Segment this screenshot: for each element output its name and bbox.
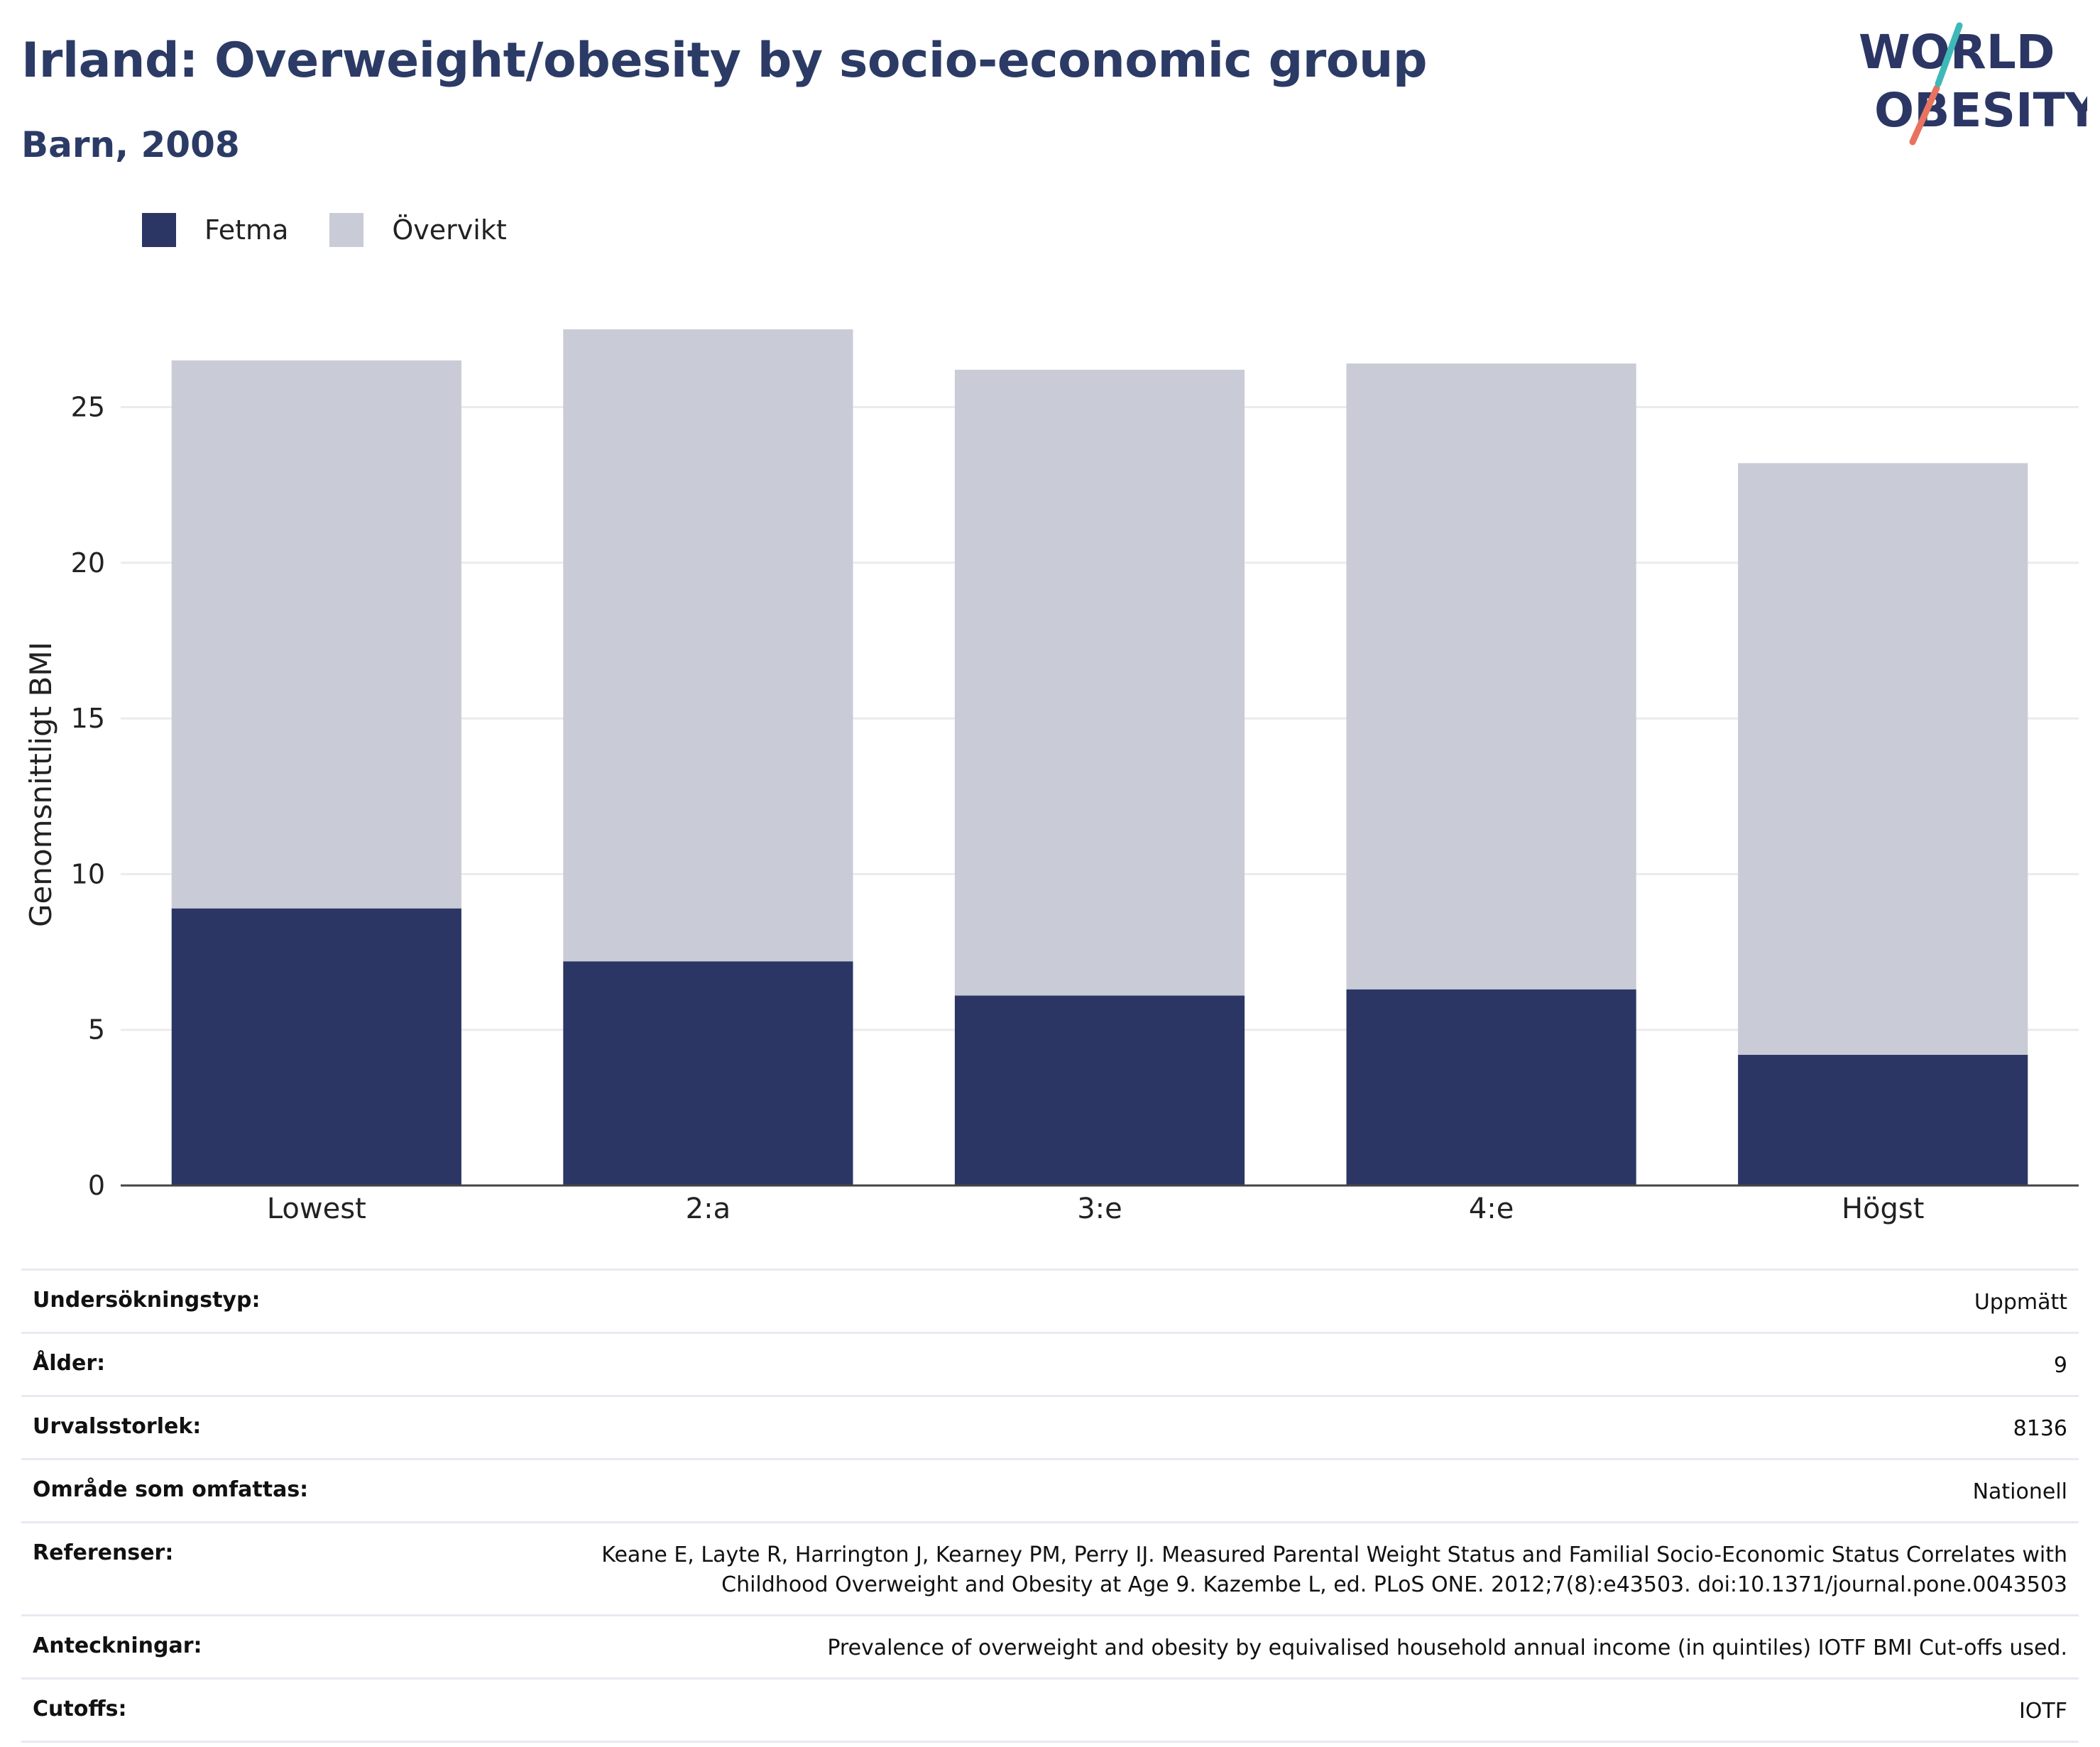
details-key: Cutoffs: bbox=[33, 1697, 127, 1721]
details-value: IOTF bbox=[2018, 1699, 2067, 1724]
bar-fetma bbox=[563, 961, 853, 1185]
details-key: Område som omfattas: bbox=[33, 1477, 309, 1502]
chart-title: Irland: Overweight/obesity by socio-econ… bbox=[21, 33, 1428, 89]
chart-subtitle: Barn, 2008 bbox=[21, 124, 240, 165]
details-row: Referenser: Keane E, Layte R, Harrington … bbox=[21, 1521, 2079, 1614]
details-table: Undersökningstyp: Uppmätt Ålder: 9 Urvalssto… bbox=[21, 1269, 2079, 1743]
details-key: Ålder: bbox=[33, 1351, 106, 1376]
y-tick-label: 20 bbox=[71, 547, 105, 579]
y-tick-label: 15 bbox=[71, 703, 105, 734]
y-tick-label: 5 bbox=[88, 1014, 105, 1046]
world-obesity-logo: WORLD OBESITY bbox=[1853, 20, 2100, 148]
bar-overvikt bbox=[1738, 463, 2028, 1055]
details-key: Referenser: bbox=[33, 1540, 174, 1565]
y-tick-label: 25 bbox=[71, 392, 105, 423]
details-value: Nationell bbox=[1972, 1479, 2067, 1504]
legend-item-overvikt[interactable]: Övervikt bbox=[329, 213, 507, 247]
details-row: Ålder: 9 bbox=[21, 1332, 2079, 1395]
bar-fetma bbox=[1738, 1054, 2028, 1185]
bar-fetma bbox=[171, 908, 461, 1185]
details-row: Cutoffs: IOTF bbox=[21, 1677, 2079, 1743]
bar-overvikt bbox=[1346, 363, 1636, 990]
x-tick-label: 4:e bbox=[1469, 1193, 1514, 1225]
y-axis-title: Genomsnittligt BMI bbox=[23, 642, 58, 927]
details-value: Uppmätt bbox=[1974, 1290, 2067, 1315]
stacked-bar-chart: 0 5 10 15 20 25 Lowest 2:a 3:e 4:e Högst Genomsnitt… bbox=[23, 329, 2079, 1225]
details-key: Urvalsstorlek: bbox=[33, 1414, 202, 1439]
legend-swatch-fetma bbox=[142, 213, 176, 247]
details-row: Anteckningar: Prevalence of overweight an… bbox=[21, 1614, 2079, 1677]
x-tick-label: 3:e bbox=[1077, 1193, 1122, 1225]
details-row: Område som omfattas: Nationell bbox=[21, 1458, 2079, 1521]
bar-overvikt bbox=[171, 360, 461, 909]
chart-legend: Fetma Övervikt bbox=[142, 210, 548, 250]
details-value: 9 bbox=[2053, 1353, 2067, 1378]
details-row: Urvalsstorlek: 8136 bbox=[21, 1395, 2079, 1458]
x-tick-label: Högst bbox=[1842, 1193, 1924, 1225]
details-value: Prevalence of overweight and obesity by … bbox=[827, 1636, 2067, 1660]
logo-line2: OBESITY bbox=[1874, 83, 2087, 138]
details-value: Keane E, Layte R, Harrington J, Kearney … bbox=[601, 1543, 2067, 1597]
x-tick-label: Lowest bbox=[267, 1193, 366, 1225]
y-tick-label: 0 bbox=[88, 1170, 105, 1201]
details-key: Anteckningar: bbox=[33, 1633, 202, 1658]
details-value: 8136 bbox=[2013, 1416, 2067, 1441]
legend-label-fetma: Fetma bbox=[204, 214, 289, 246]
y-tick-label: 10 bbox=[71, 858, 105, 889]
legend-label-overvikt: Övervikt bbox=[392, 214, 507, 246]
details-row: Undersökningstyp: Uppmätt bbox=[21, 1269, 2079, 1332]
bar-overvikt bbox=[563, 329, 853, 962]
legend-swatch-overvikt bbox=[329, 213, 364, 247]
bar-fetma bbox=[954, 995, 1245, 1185]
bar-fetma bbox=[1346, 989, 1636, 1185]
x-tick-label: 2:a bbox=[686, 1193, 731, 1225]
bar-overvikt bbox=[954, 369, 1245, 996]
legend-item-fetma[interactable]: Fetma bbox=[142, 213, 288, 247]
details-key: Undersökningstyp: bbox=[33, 1288, 261, 1313]
